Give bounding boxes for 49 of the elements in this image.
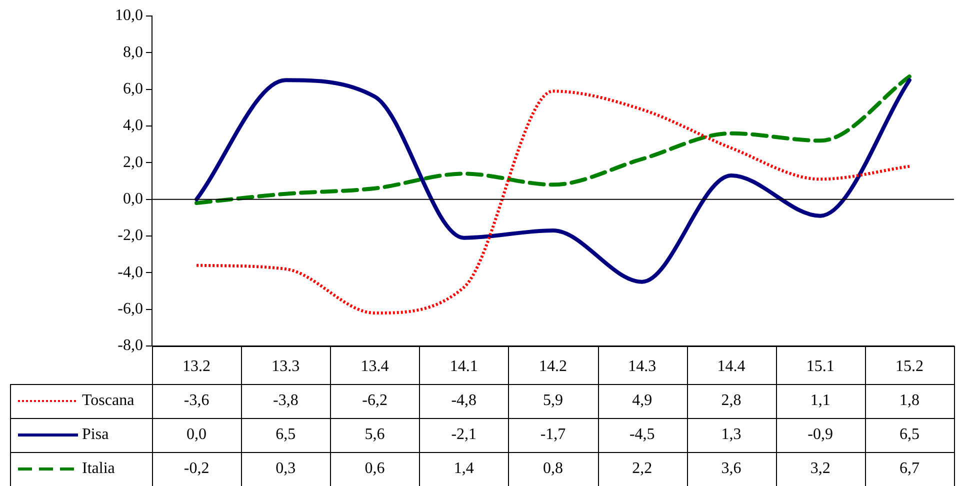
y-tick-label: 10,0 — [115, 7, 143, 24]
data-label: -1,7 — [540, 426, 566, 444]
y-tick-label: 4,0 — [123, 117, 143, 134]
data-label: 0,3 — [276, 460, 296, 478]
data-label: -4,5 — [629, 426, 655, 444]
legend-label: Toscana — [82, 392, 134, 410]
y-tick-label: -4,0 — [118, 264, 143, 281]
data-label: 2,8 — [721, 392, 742, 410]
data-label: -0,9 — [808, 426, 833, 444]
x-tick-label: 13.2 — [182, 358, 211, 375]
x-tick-label: 13.3 — [272, 358, 300, 375]
y-tick-label: -6,0 — [118, 300, 143, 318]
x-tick-label: 15.2 — [895, 358, 924, 375]
data-label: 5,6 — [364, 426, 385, 444]
data-label: -6,2 — [362, 392, 388, 410]
data-label: 6,5 — [276, 426, 296, 444]
data-label: 5,9 — [543, 392, 563, 410]
x-tick-label: 14.2 — [539, 358, 567, 375]
y-tick-label: -8,0 — [118, 337, 143, 354]
x-tick-label: 14.1 — [450, 358, 478, 375]
data-label: 2,2 — [632, 460, 652, 478]
x-tick-label: 13.4 — [360, 358, 389, 375]
legend-label: Italia — [82, 460, 115, 478]
data-label: 1,3 — [721, 426, 742, 444]
data-label: 0,6 — [364, 460, 385, 478]
data-label: 0,0 — [186, 426, 207, 444]
data-label: -2,1 — [451, 426, 477, 444]
y-tick-label: 8,0 — [123, 44, 143, 61]
data-label: 1,4 — [454, 460, 474, 478]
data-label: -0,2 — [184, 460, 210, 478]
data-label: 3,6 — [721, 460, 742, 478]
y-tick-label: 6,0 — [123, 80, 143, 98]
data-label: 1,1 — [810, 392, 830, 410]
data-label: -3,6 — [184, 392, 210, 410]
data-label: 6,7 — [899, 460, 920, 478]
y-tick-label: 2,0 — [123, 154, 143, 171]
data-label: 0,8 — [543, 460, 563, 478]
x-tick-label: 15.1 — [806, 358, 834, 375]
data-label: 4,9 — [632, 392, 652, 410]
x-tick-label: 14.3 — [628, 358, 656, 375]
data-label: 6,5 — [899, 426, 920, 444]
legend-label: Pisa — [82, 426, 109, 444]
data-label: -3,8 — [273, 392, 298, 410]
y-tick-label: -2,0 — [118, 227, 143, 244]
data-label: -4,8 — [451, 392, 477, 410]
y-tick-label: 0,0 — [123, 190, 143, 208]
data-label: 3,2 — [810, 460, 830, 478]
data-label: 1,8 — [899, 392, 920, 410]
x-tick-label: 14.4 — [717, 358, 746, 375]
